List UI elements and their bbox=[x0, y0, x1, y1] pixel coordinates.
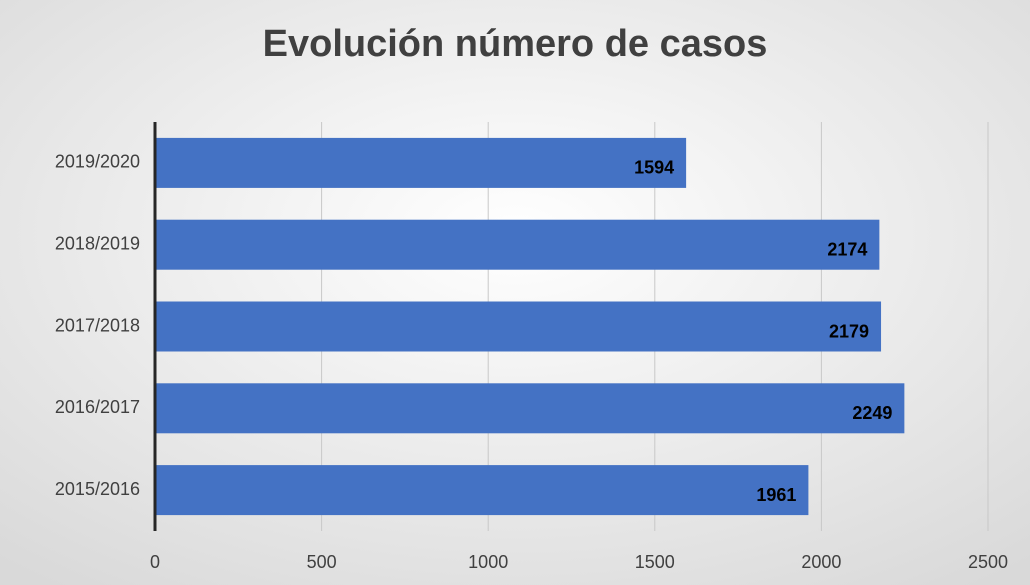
x-tick-label: 500 bbox=[307, 552, 337, 572]
data-label: 2179 bbox=[829, 321, 869, 341]
bar bbox=[155, 301, 882, 352]
bar bbox=[155, 465, 809, 516]
data-label: 1961 bbox=[756, 485, 796, 505]
bar bbox=[155, 383, 905, 434]
x-tick-label: 0 bbox=[150, 552, 160, 572]
bar bbox=[155, 219, 880, 270]
x-tick-label: 1000 bbox=[468, 552, 508, 572]
y-tick-label: 2015/2016 bbox=[55, 479, 140, 499]
data-label: 2249 bbox=[852, 403, 892, 423]
marks: 2019/2020 1594 2018/2019 2174 2017/2018 2179 2… bbox=[55, 122, 905, 531]
x-tick-label: 2500 bbox=[968, 552, 1008, 572]
x-tick-label: 1500 bbox=[635, 552, 675, 572]
data-label: 2174 bbox=[827, 239, 867, 259]
chart-title: Evolución número de casos bbox=[263, 23, 768, 65]
y-tick-label: 2016/2017 bbox=[55, 397, 140, 417]
y-tick-label: 2019/2020 bbox=[55, 152, 140, 172]
bar bbox=[155, 137, 687, 188]
x-tick-label: 2000 bbox=[801, 552, 841, 572]
data-label: 1594 bbox=[634, 158, 674, 178]
y-tick-label: 2017/2018 bbox=[55, 315, 140, 335]
y-tick-label: 2018/2019 bbox=[55, 233, 140, 253]
